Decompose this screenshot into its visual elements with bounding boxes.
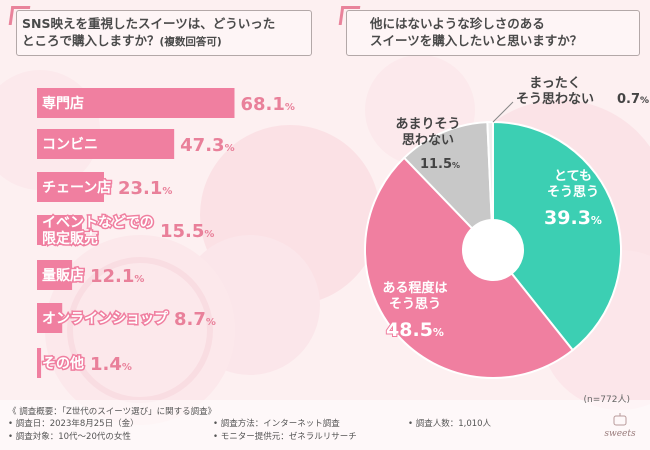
bar-category-label: チェーン店	[42, 179, 111, 196]
bar-value-label: 8.7%	[174, 309, 216, 330]
right-question-line1: 他にはないような珍しさのある	[370, 16, 545, 31]
left-question-line2: ところで購入しますか？	[22, 33, 160, 48]
bar-unit: %	[206, 317, 216, 328]
bar-7	[37, 348, 42, 378]
bar-category-label: 限定販売	[42, 230, 98, 247]
bar-unit: %	[122, 362, 132, 373]
footer-title: 《 調査概要：「Z世代のスイーツ選び」に関する調査》	[8, 407, 217, 417]
donut-category-label: そう思わない	[516, 92, 594, 107]
bar-value-label: 47.3%	[180, 135, 234, 156]
sweets-logo: sweets	[604, 413, 636, 439]
bar-category-label: コンビニ	[42, 137, 98, 153]
sample-size-note: (n=772人)	[583, 395, 630, 405]
donut-category-label: そう思う	[547, 185, 599, 200]
bar-group: チェーン店 23.1%	[37, 172, 172, 202]
footer-sample-count: • 調査人数：1,010人	[408, 419, 492, 429]
bar-2	[37, 129, 175, 159]
donut-category-label: 思わない	[402, 133, 454, 148]
bar-group: 専門店 68.1%	[37, 88, 295, 118]
bar-group: その他 1.4%	[37, 348, 132, 378]
logo-text: sweets	[604, 429, 636, 439]
donut-category-label: とても	[554, 169, 592, 184]
donut-unit: %	[640, 96, 649, 106]
bar-1	[37, 88, 235, 118]
bar-5	[37, 260, 73, 290]
bar-4	[37, 215, 82, 245]
question-corner-accent	[338, 6, 361, 25]
donut-unit: %	[591, 214, 602, 227]
bar-group: オンラインショップ 8.7%	[37, 303, 216, 333]
donut-value-label: 48.5%	[386, 319, 444, 341]
donut-unit: %	[452, 161, 460, 170]
footer-survey-method: • 調査方法：インターネット調査	[213, 419, 340, 429]
left-question: SNS映えを重視したスイーツは、どういった ところで購入しますか？(複数回答可)	[8, 6, 312, 56]
donut-category-label: ある程度は	[382, 280, 447, 296]
footer-provider: • モニター提供元：ゼネラルリサーチ	[213, 432, 357, 442]
bar-value-label: 1.4%	[90, 354, 132, 375]
bar-value-label: 68.1%	[240, 94, 294, 115]
bar-value-label: 15.5%	[160, 221, 214, 242]
bar-unit: %	[225, 143, 235, 154]
bar-category-label: 専門店	[42, 95, 84, 112]
left-question-note: (複数回答可)	[159, 36, 222, 48]
bar-unit: %	[162, 186, 172, 197]
bar-category-label: オンラインショップ	[42, 311, 169, 327]
footer-survey-date: • 調査日：2023年8月25日（金）	[8, 419, 139, 429]
right-question-line2: スイーツを購入したいと思いますか？	[370, 33, 583, 48]
bar-unit: %	[285, 102, 295, 113]
bar-category-label: その他	[42, 355, 84, 372]
bar-group: コンビニ 47.3%	[37, 129, 235, 159]
bar-3	[37, 172, 104, 202]
bar-unit: %	[204, 229, 214, 240]
bar-group: 量販店 12.1%	[37, 260, 144, 290]
footer-target: • 調査対象：10代～20代の女性	[8, 432, 131, 442]
left-question-line1: SNS映えを重視したスイーツは、どういった	[22, 16, 276, 31]
bar-category-label: 量販店	[42, 267, 84, 284]
bar-value-label: 23.1%	[118, 178, 172, 199]
donut-unit: %	[433, 326, 444, 339]
donut-value-label: 0.7%	[617, 92, 649, 107]
bar-category-label: イベントなどでの	[42, 215, 154, 231]
leader-line	[492, 101, 514, 123]
survey-footer: 《 調査概要：「Z世代のスイーツ選び」に関する調査》 • 調査日：2023年8月…	[8, 405, 598, 449]
bar-unit: %	[134, 274, 144, 285]
donut-value-label: 11.5%	[420, 157, 460, 172]
donut-hole	[463, 220, 523, 280]
donut-chart: とてもそう思う39.3%ある程度はそう思う48.5%あまりそう思わない11.5%…	[364, 76, 649, 379]
bar-6	[37, 303, 63, 333]
donut-category-label: まったく	[529, 76, 580, 91]
bar-value-label: 12.1%	[90, 266, 144, 287]
donut-category-label: そう思う	[389, 297, 441, 312]
donut-category-label: あまりそう	[395, 117, 460, 132]
right-question: 他にはないような珍しさのある スイーツを購入したいと思いますか？	[338, 6, 640, 56]
